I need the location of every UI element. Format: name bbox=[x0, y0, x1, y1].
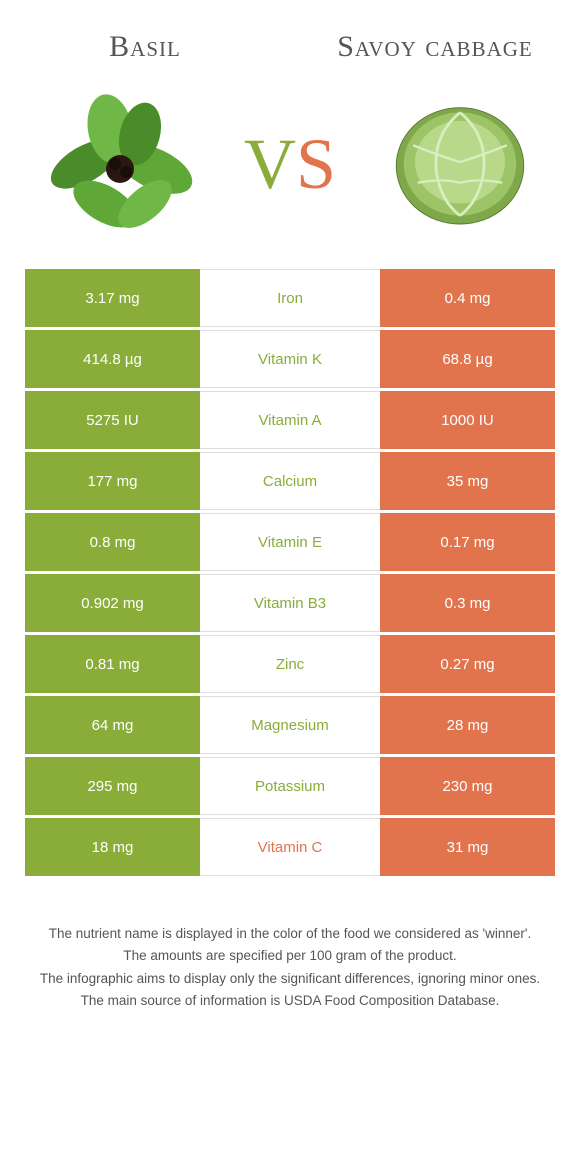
footnote-line: The main source of information is USDA F… bbox=[35, 991, 545, 1011]
footnotes: The nutrient name is displayed in the co… bbox=[0, 879, 580, 1011]
images-row: VS bbox=[0, 74, 580, 269]
nutrient-name-cell: Magnesium bbox=[200, 696, 380, 754]
left-value-cell: 414.8 µg bbox=[25, 330, 200, 388]
right-value-cell: 0.4 mg bbox=[380, 269, 555, 327]
nutrient-name-cell: Vitamin B3 bbox=[200, 574, 380, 632]
left-value-cell: 0.81 mg bbox=[25, 635, 200, 693]
left-value-cell: 5275 IU bbox=[25, 391, 200, 449]
table-row: 64 mgMagnesium28 mg bbox=[25, 696, 555, 754]
nutrient-name-cell: Vitamin A bbox=[200, 391, 380, 449]
left-value-cell: 18 mg bbox=[25, 818, 200, 876]
left-value-cell: 0.902 mg bbox=[25, 574, 200, 632]
footnote-line: The amounts are specified per 100 gram o… bbox=[35, 946, 545, 966]
right-value-cell: 35 mg bbox=[380, 452, 555, 510]
nutrient-name-cell: Vitamin C bbox=[200, 818, 380, 876]
vs-s: S bbox=[296, 124, 336, 204]
nutrient-name-cell: Iron bbox=[200, 269, 380, 327]
table-row: 0.902 mgVitamin B30.3 mg bbox=[25, 574, 555, 632]
right-value-cell: 68.8 µg bbox=[380, 330, 555, 388]
nutrient-name-cell: Calcium bbox=[200, 452, 380, 510]
left-value-cell: 177 mg bbox=[25, 452, 200, 510]
left-value-cell: 3.17 mg bbox=[25, 269, 200, 327]
left-value-cell: 64 mg bbox=[25, 696, 200, 754]
right-value-cell: 28 mg bbox=[380, 696, 555, 754]
savoy-cabbage-image bbox=[380, 84, 540, 244]
table-row: 3.17 mgIron0.4 mg bbox=[25, 269, 555, 327]
right-value-cell: 0.27 mg bbox=[380, 635, 555, 693]
nutrient-name-cell: Potassium bbox=[200, 757, 380, 815]
table-row: 0.8 mgVitamin E0.17 mg bbox=[25, 513, 555, 571]
vs-label: VS bbox=[244, 123, 336, 206]
left-value-cell: 0.8 mg bbox=[25, 513, 200, 571]
table-row: 0.81 mgZinc0.27 mg bbox=[25, 635, 555, 693]
footnote-line: The nutrient name is displayed in the co… bbox=[35, 924, 545, 944]
nutrient-name-cell: Vitamin K bbox=[200, 330, 380, 388]
nutrient-name-cell: Zinc bbox=[200, 635, 380, 693]
vs-v: V bbox=[244, 124, 296, 204]
left-food-title: Basil bbox=[40, 30, 250, 64]
table-row: 18 mgVitamin C31 mg bbox=[25, 818, 555, 876]
titles-row: Basil Savoy cabbage bbox=[0, 0, 580, 74]
right-food-title: Savoy cabbage bbox=[330, 30, 540, 64]
nutrient-name-cell: Vitamin E bbox=[200, 513, 380, 571]
right-value-cell: 1000 IU bbox=[380, 391, 555, 449]
left-value-cell: 295 mg bbox=[25, 757, 200, 815]
basil-image bbox=[40, 84, 200, 244]
table-row: 295 mgPotassium230 mg bbox=[25, 757, 555, 815]
table-row: 5275 IUVitamin A1000 IU bbox=[25, 391, 555, 449]
right-value-cell: 230 mg bbox=[380, 757, 555, 815]
table-row: 177 mgCalcium35 mg bbox=[25, 452, 555, 510]
nutrient-table: 3.17 mgIron0.4 mg414.8 µgVitamin K68.8 µ… bbox=[0, 269, 580, 876]
table-row: 414.8 µgVitamin K68.8 µg bbox=[25, 330, 555, 388]
right-value-cell: 0.17 mg bbox=[380, 513, 555, 571]
footnote-line: The infographic aims to display only the… bbox=[35, 969, 545, 989]
right-value-cell: 31 mg bbox=[380, 818, 555, 876]
right-value-cell: 0.3 mg bbox=[380, 574, 555, 632]
